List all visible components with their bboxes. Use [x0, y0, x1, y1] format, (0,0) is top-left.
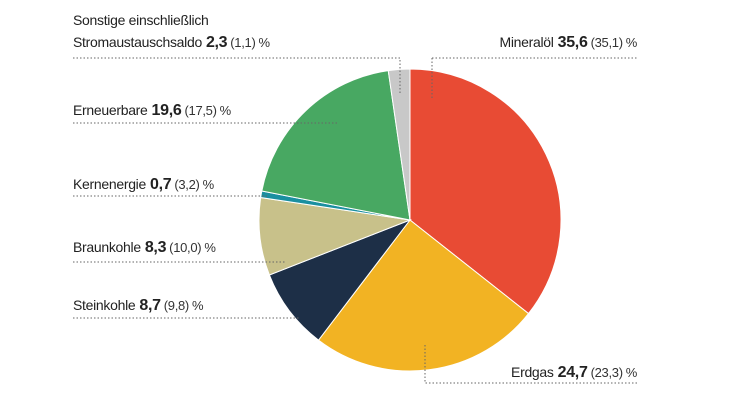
slice-label: Mineralöl 35,6 (35,1)% — [500, 31, 638, 54]
label-value: 19,6 — [151, 102, 182, 119]
label-previous: (10,0) — [169, 240, 202, 255]
label-value: 8,3 — [144, 239, 167, 256]
leader-line — [424, 345, 637, 384]
slice-label: Sonstige einschließlich Stromaustauschsa… — [73, 9, 270, 54]
label-name: Erneuerbare — [73, 102, 148, 118]
label-name: Kernenergie — [73, 176, 146, 192]
slice-label: Kernenergie 0,7 (3,2)% — [73, 173, 214, 196]
label-value: 24,7 — [557, 364, 588, 381]
label-unit: % — [191, 298, 204, 313]
label-previous: (3,2) — [174, 177, 200, 192]
label-name: Sonstige einschließlich Stromaustauschsa… — [73, 12, 209, 50]
label-value: 0,7 — [149, 176, 172, 193]
label-unit: % — [202, 177, 215, 192]
leader-line — [73, 57, 401, 95]
label-name: Braunkohle — [73, 239, 141, 255]
label-value: 2,3 — [205, 34, 228, 51]
slice-label: Erdgas 24,7 (23,3)% — [511, 361, 637, 384]
leader-line — [431, 57, 637, 100]
pie-slice — [268, 218, 412, 341]
label-previous: (35,1) — [590, 35, 623, 50]
label-unit: % — [219, 103, 232, 118]
label-name: Steinkohle — [73, 297, 136, 313]
slice-label: Steinkohle 8,7 (9,8)% — [73, 294, 204, 317]
pie-slice — [387, 68, 411, 221]
label-unit: % — [625, 35, 638, 50]
label-previous: (17,5) — [184, 103, 217, 118]
pie-slice — [409, 68, 562, 315]
label-unit: % — [625, 365, 638, 380]
label-name: Erdgas — [511, 364, 554, 380]
label-unit: % — [204, 240, 216, 255]
label-unit: % — [258, 35, 271, 50]
slice-label: Braunkohle 8,3 (10,0)% — [73, 236, 216, 259]
label-name: Mineralöl — [499, 34, 554, 50]
label-previous: (9,8) — [163, 298, 190, 313]
slice-label: Erneuerbare 19,6 (17,5)% — [73, 99, 231, 122]
label-previous: (23,3) — [590, 365, 623, 380]
label-previous: (1,1) — [230, 35, 256, 50]
pie-slice — [317, 219, 530, 372]
pie-slice — [261, 70, 411, 221]
label-value: 8,7 — [139, 297, 161, 314]
label-value: 35,6 — [557, 34, 588, 51]
